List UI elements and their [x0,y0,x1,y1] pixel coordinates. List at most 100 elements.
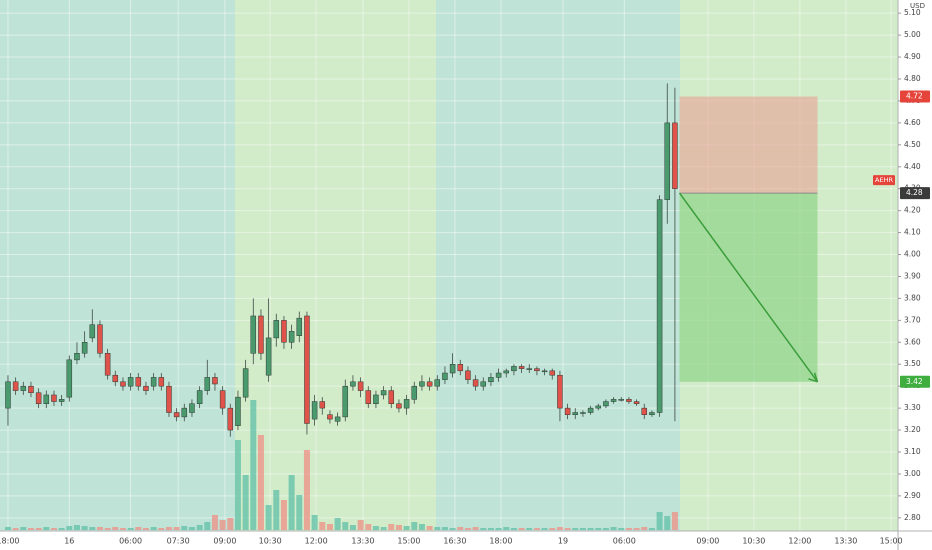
y-tick-label: 4.50 [904,140,921,149]
candle-body [564,407,571,415]
volume-bar [142,528,149,530]
volume-bar [58,528,65,530]
x-tick-label: 18:00 [0,537,20,546]
candle-body [235,396,241,426]
y-tick-label: 3.20 [904,425,921,434]
candle-body [189,403,195,413]
volume-bar [173,527,180,530]
candle-body [97,324,103,354]
volume-bar [395,525,402,530]
axes: 2.802.903.003.103.203.303.403.503.603.70… [0,8,930,546]
y-tick-label: 3.30 [904,403,921,412]
y-tick-label: 4.20 [904,206,921,215]
y-tick-label: 4.80 [904,74,921,83]
volume-bar [211,515,218,530]
volume-bar [20,527,27,530]
volume-bar [242,475,249,530]
x-tick-label: 15:00 [880,537,903,546]
volume-bar [280,500,287,530]
volume-bar [518,528,525,530]
candle-body [281,320,287,343]
candle-body [518,366,525,369]
candle-body [227,407,234,431]
trade-arrow [678,192,819,383]
x-tick-label: 10:30 [742,537,765,546]
candle-body [572,412,579,415]
volume-bar [510,528,517,530]
volume-bar [158,528,165,530]
x-tick-label: 09:00 [213,537,236,546]
volume-bar [135,527,142,530]
x-tick-label: 16 [64,537,74,546]
candle-body [296,317,303,336]
candle-body [311,401,318,420]
candle-body [74,353,80,361]
volume-bar [480,528,487,530]
volume-bar [303,450,310,530]
candle-body [43,394,50,404]
volume-bar [503,527,510,530]
y-tick-label: 2.90 [904,491,921,500]
volume-bar [150,527,157,530]
volume-bar [188,527,195,530]
price-tag [900,375,930,388]
candle-body [426,381,433,387]
candle-body [212,377,218,385]
candle-body [81,342,88,354]
volume-bar [549,528,556,530]
candle-body [150,377,157,387]
candle-body [388,390,395,404]
candle-body [204,377,211,391]
x-tick-label: 12:00 [305,537,328,546]
x-tick-label: 15:00 [397,537,420,546]
volume-bar [595,528,602,530]
candle-body [442,372,448,380]
candle-body [664,122,671,200]
candle-body [66,359,73,398]
candle-body [411,385,418,400]
y-tick-label: 2.80 [904,513,921,522]
candle-body [12,381,19,391]
candle-body [28,385,34,394]
volume-bar [81,526,88,530]
candle-body [120,381,126,387]
volume-bar [495,528,502,530]
volume-bar [388,524,395,530]
candle-body [127,377,134,387]
volume-bar [602,528,609,530]
candle-body [104,353,111,376]
candle-body [304,315,310,424]
volume-bar [472,527,479,530]
candle-body [526,368,533,370]
candle-body [58,399,65,402]
candle-body [242,368,249,398]
x-tick-label: 18:00 [489,537,512,546]
volume-bar [449,528,456,530]
volume-bar [234,440,241,530]
volume-bar [572,528,579,530]
currency: USD [910,2,925,10]
y-tick-label: 3.90 [904,271,921,280]
candle-body [181,407,188,418]
y-tick-label: 4.40 [904,162,921,171]
candle-body [457,363,464,372]
volume-bar [112,527,119,530]
x-tick-label: 13:30 [834,537,857,546]
volume-bar [434,527,441,530]
volume-bar [66,526,73,530]
candle-body [434,379,441,387]
x-tick-label: 19 [558,537,568,546]
x-tick-label: 06:00 [119,537,142,546]
x-tick-label: 06:00 [613,537,636,546]
volume-bar [464,528,471,530]
y-tick-label: 3.00 [904,469,921,478]
volume-bar [618,528,625,530]
candle-body [396,403,402,409]
candle-body [495,372,502,378]
y-tick-label: 3.70 [904,315,921,324]
volume-bar [219,520,226,530]
volume-bar [227,518,234,530]
x-tick-label: 07:30 [167,537,190,546]
candle-body [472,379,479,387]
